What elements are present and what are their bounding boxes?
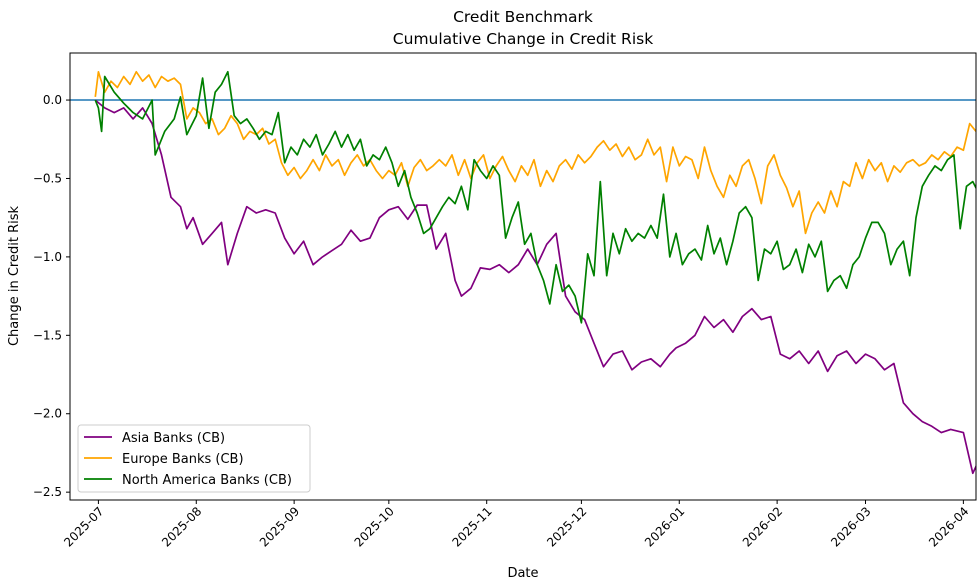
x-tick-label: 2026-01 <box>642 504 687 549</box>
x-tick-label: 2026-03 <box>828 504 873 549</box>
x-tick-label: 2025-12 <box>544 504 589 549</box>
x-tick-label: 2025-10 <box>352 504 397 549</box>
x-tick-label: 2026-04 <box>926 504 971 549</box>
legend-box <box>77 424 311 493</box>
series-line-1 <box>94 70 976 235</box>
y-tick-label: 0.0 <box>43 93 62 107</box>
series-line-0 <box>94 99 976 475</box>
legend-label: Europe Banks (CB) <box>122 452 244 467</box>
x-tick-label: 2026-02 <box>740 504 785 549</box>
x-tick-label: 2025-11 <box>449 504 494 549</box>
y-tick-label: −2.5 <box>33 485 62 499</box>
x-tick-label: 2025-09 <box>257 504 302 549</box>
series-line-2 <box>94 70 976 324</box>
y-axis-label: Change in Credit Risk <box>7 205 22 346</box>
plot-frame <box>69 52 977 501</box>
legend-label: North America Banks (CB) <box>122 473 292 488</box>
x-tick-label: 2025-07 <box>61 504 106 549</box>
legend: Asia Banks (CB) Europe Banks (CB) North Am… <box>77 424 311 493</box>
y-tick-label: −0.5 <box>33 171 62 185</box>
x-axis: 2025-07 2025-08 2025-09 2025-10 2025-11 2025-… <box>61 500 971 550</box>
y-axis: 0.0 −0.5 −1.0 −1.5 −2.0 −2.5 <box>33 93 70 499</box>
chart-subtitle: Cumulative Change in Credit Risk <box>393 30 653 48</box>
plot-area <box>70 70 976 475</box>
y-tick-label: −1.5 <box>33 328 62 342</box>
x-axis-label: Date <box>507 566 538 581</box>
x-tick-label: 2025-08 <box>159 504 204 549</box>
y-tick-label: −1.0 <box>33 250 62 264</box>
chart-title: Credit Benchmark <box>453 8 593 26</box>
y-tick-label: −2.0 <box>33 407 62 421</box>
legend-label: Asia Banks (CB) <box>122 431 225 446</box>
